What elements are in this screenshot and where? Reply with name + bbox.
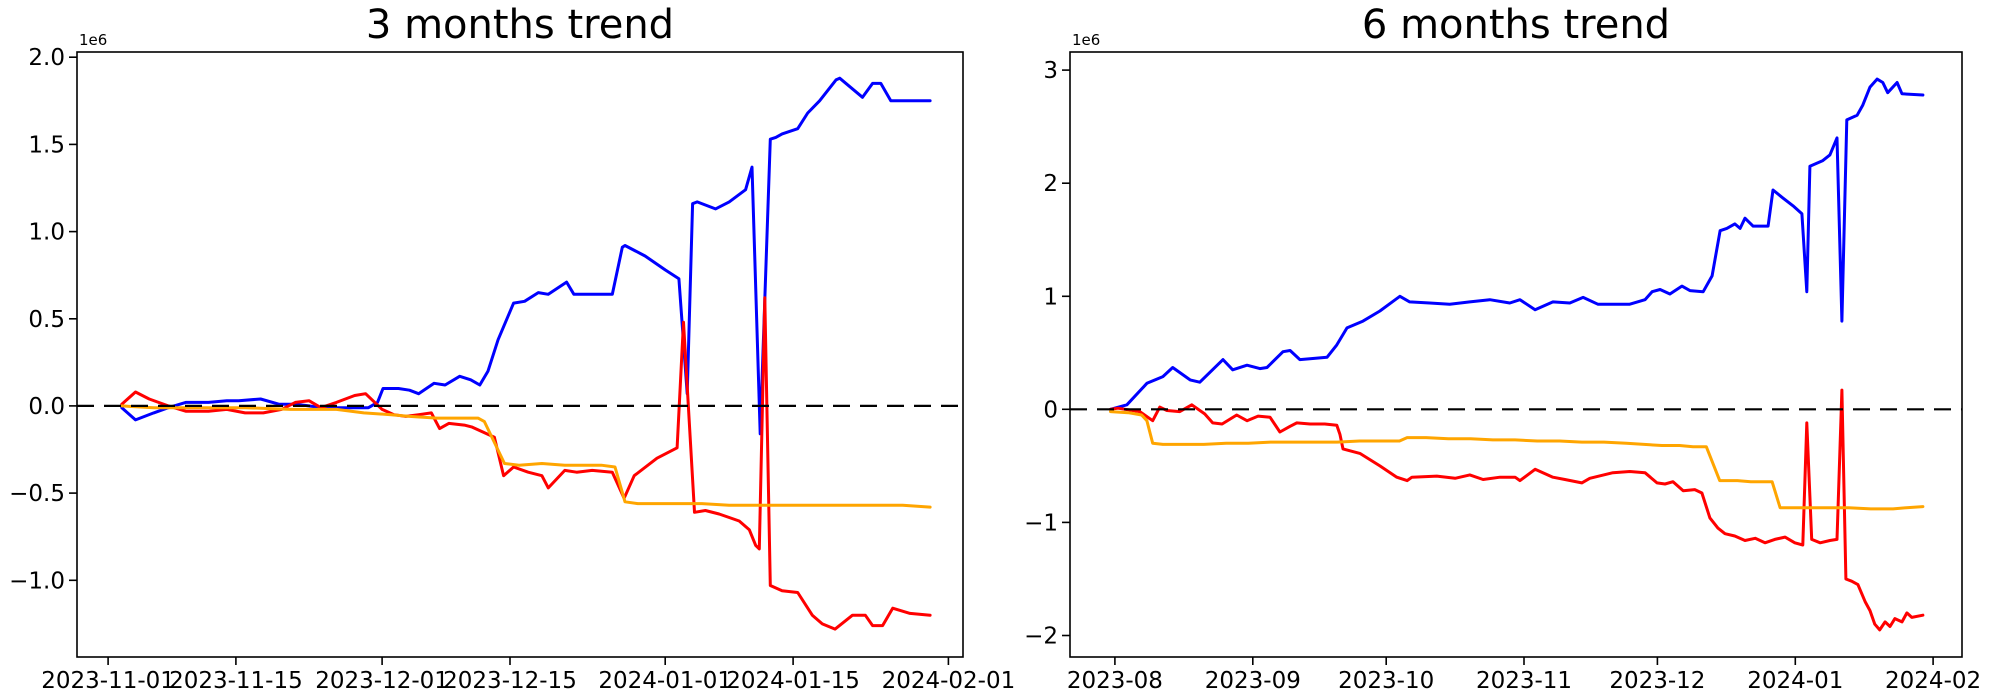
y-tick-label: 3 xyxy=(1043,58,1058,84)
series-line-red xyxy=(1109,388,1925,632)
series-line-orange xyxy=(1109,410,1925,511)
x-tick-label: 2024-02-01 xyxy=(882,668,1016,694)
series-line-blue xyxy=(1109,77,1925,411)
x-tick-label: 2024-01 xyxy=(1747,668,1843,694)
y-tick-label: 0.5 xyxy=(28,307,65,333)
series-line-orange xyxy=(120,404,932,509)
x-tick-label: 2023-12-15 xyxy=(443,668,577,694)
chart-title: 6 months trend xyxy=(1362,2,1670,48)
y-tick-label: 0.0 xyxy=(28,394,65,420)
y-tick-label: −1.0 xyxy=(9,568,65,594)
y-axis-offset-label: 1e6 xyxy=(1072,31,1100,49)
y-tick-label: −2 xyxy=(1024,624,1058,650)
chart-title: 3 months trend xyxy=(366,2,674,48)
series-line-blue xyxy=(120,76,932,436)
x-tick-label: 2024-01-01 xyxy=(598,668,732,694)
x-tick-label: 2023-12-01 xyxy=(315,668,449,694)
x-tick-label: 2024-01-15 xyxy=(726,668,860,694)
x-tick-label: 2023-11 xyxy=(1476,668,1572,694)
plot-spines xyxy=(76,51,964,658)
y-tick-label: −0.5 xyxy=(9,481,65,507)
x-tick-label: 2023-09 xyxy=(1205,668,1301,694)
series-line-red xyxy=(120,296,932,631)
x-tick-label: 2023-10 xyxy=(1338,668,1434,694)
y-axis-offset-label: 1e6 xyxy=(79,31,107,49)
y-tick-label: 0 xyxy=(1043,397,1058,423)
x-tick-label: 2023-08 xyxy=(1067,668,1163,694)
y-tick-label: 1 xyxy=(1043,284,1058,310)
y-tick-label: 1.5 xyxy=(28,132,65,158)
x-tick-label: 2023-11-15 xyxy=(169,668,303,694)
y-tick-label: −1 xyxy=(1024,510,1058,536)
y-tick-label: 2.0 xyxy=(28,45,65,71)
x-tick-label: 2023-12 xyxy=(1609,668,1705,694)
y-tick-label: 1.0 xyxy=(28,220,65,246)
x-tick-label: 2024-02 xyxy=(1885,668,1981,694)
y-tick-label: 2 xyxy=(1043,171,1058,197)
x-tick-label: 2023-11-01 xyxy=(41,668,175,694)
plot-spines xyxy=(1069,51,1963,658)
